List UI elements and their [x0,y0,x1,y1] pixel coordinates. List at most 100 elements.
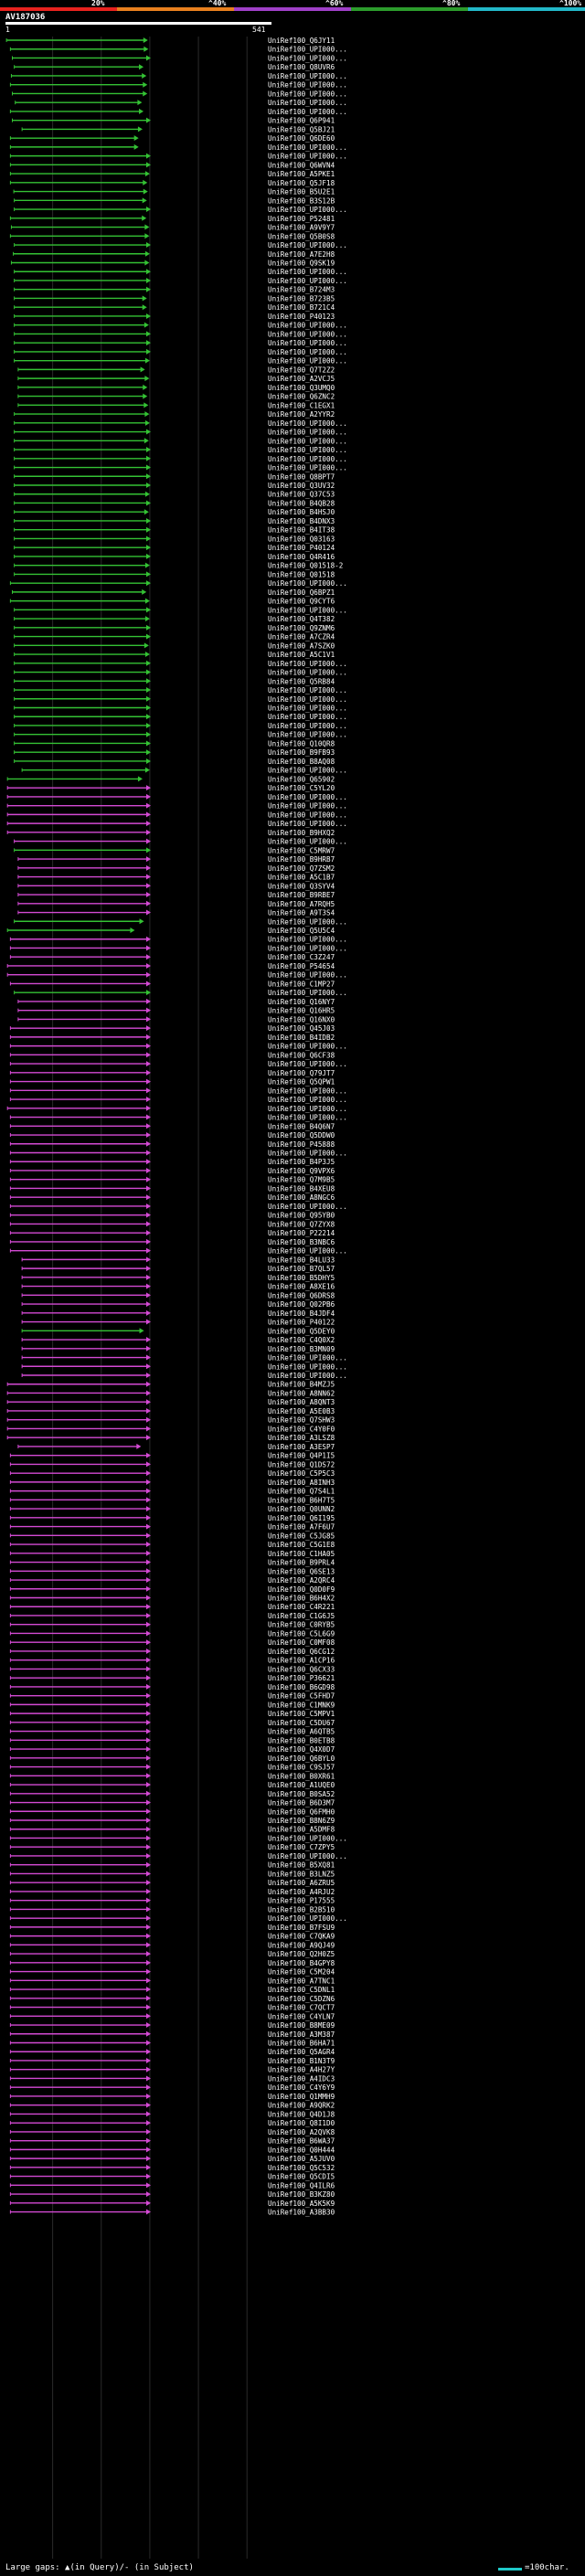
hit-label[interactable]: UniRef100_Q7S4L1 [268,1488,335,1496]
hit-label[interactable]: UniRef100_B9FB93 [268,748,335,757]
hit-label[interactable]: UniRef100_C3Z247 [268,953,335,961]
hit-label[interactable]: UniRef100_Q6CF38 [268,1051,335,1059]
hit-label[interactable]: UniRef100_UPI000... [268,339,347,347]
hit-label[interactable]: UniRef100_Q03163 [268,535,335,543]
hit-label[interactable]: UniRef100_UPI000... [268,971,347,980]
hit-label[interactable]: UniRef100_A9QRK2 [268,2102,335,2110]
hit-label[interactable]: UniRef100_A8XE16 [268,1283,335,1291]
hit-label[interactable]: UniRef100_C4R221 [268,1603,335,1611]
hit-label[interactable]: UniRef100_Q1DS72 [268,1460,335,1468]
hit-label[interactable]: UniRef100_Q1MMH9 [268,2093,335,2101]
hit-label[interactable]: UniRef100_Q4T382 [268,615,335,623]
hit-label[interactable]: UniRef100_Q6FMH0 [268,1807,335,1816]
hit-label[interactable]: UniRef100_A4IDC3 [268,2074,335,2083]
hit-label[interactable]: UniRef100_A7TNC1 [268,1977,335,1985]
hit-label[interactable]: UniRef100_UPI000... [268,722,347,730]
hit-label[interactable]: UniRef100_C5MPV1 [268,1710,335,1718]
hit-label[interactable]: UniRef100_B1N3T9 [268,2057,335,2065]
hit-label[interactable]: UniRef100_C4Q0X2 [268,1336,335,1344]
hit-label[interactable]: UniRef100_A3LSZ8 [268,1434,335,1442]
hit-label[interactable]: UniRef100_UPI000... [268,81,347,90]
hit-label[interactable]: UniRef100_Q5JF18 [268,179,335,187]
hit-label[interactable]: UniRef100_Q8I1D0 [268,2119,335,2127]
hit-label[interactable]: UniRef100_Q0D0F9 [268,1585,335,1594]
hit-label[interactable]: UniRef100_Q7ZSM2 [268,864,335,873]
hit-label[interactable]: UniRef100_B4Q6N7 [268,1122,335,1130]
hit-label[interactable]: UniRef100_UPI000... [268,1362,347,1371]
hit-label[interactable]: UniRef100_B4HSJ0 [268,508,335,516]
hit-label[interactable]: UniRef100_P17555 [268,1897,335,1905]
hit-label[interactable]: UniRef100_A9V9Y7 [268,224,335,232]
hit-label[interactable]: UniRef100_B3KZ80 [268,2190,335,2199]
hit-label[interactable]: UniRef100_B0ETB8 [268,1736,335,1744]
hit-label[interactable]: UniRef100_B3NBC6 [268,1238,335,1246]
hit-label[interactable]: UniRef100_UPI000... [268,936,347,944]
hit-label[interactable]: UniRef100_B4IDB2 [268,1034,335,1042]
hit-label[interactable]: UniRef100_Q6WVN4 [268,161,335,169]
hit-label[interactable]: UniRef100_UPI000... [268,1247,347,1256]
hit-label[interactable]: UniRef100_UPI000... [268,419,347,428]
hit-label[interactable]: UniRef100_C7ZPY5 [268,1843,335,1851]
hit-label[interactable]: UniRef100_C5DU67 [268,1719,335,1727]
hit-label[interactable]: UniRef100_UPI000... [268,1043,347,1051]
hit-label[interactable]: UniRef100_Q6P941 [268,117,335,125]
hit-label[interactable]: UniRef100_Q5BJ21 [268,125,335,133]
hit-label[interactable]: UniRef100_B7QL57 [268,1265,335,1273]
hit-label[interactable]: UniRef100_UPI000... [268,1096,347,1104]
hit-label[interactable]: UniRef100_Q4R416 [268,553,335,561]
hit-label[interactable]: UniRef100_A5C1V1 [268,651,335,659]
hit-label[interactable]: UniRef100_Q3UMQ0 [268,384,335,392]
hit-label[interactable]: UniRef100_Q6DE60 [268,134,335,143]
hit-label[interactable]: UniRef100_C5M204 [268,1968,335,1977]
hit-label[interactable]: UniRef100_B9HRB7 [268,855,335,864]
hit-label[interactable]: UniRef100_A9T3S4 [268,909,335,917]
hit-label[interactable]: UniRef100_Q7M9B5 [268,1176,335,1184]
hit-label[interactable]: UniRef100_UPI000... [268,767,347,775]
hit-label[interactable]: UniRef100_UPI000... [268,695,347,704]
hit-label[interactable]: UniRef100_Q3UV32 [268,482,335,490]
hit-label[interactable]: UniRef100_UPI000... [268,464,347,472]
hit-label[interactable]: UniRef100_Q8UVR6 [268,63,335,71]
hit-label[interactable]: UniRef100_B4MZJ5 [268,1381,335,1389]
hit-label[interactable]: UniRef100_A2QVK8 [268,2128,335,2136]
hit-label[interactable]: UniRef100_B4LU33 [268,1256,335,1264]
hit-label[interactable]: UniRef100_B4JDF4 [268,1309,335,1318]
hit-label[interactable]: UniRef100_UPI000... [268,606,347,614]
hit-label[interactable]: UniRef100_P40124 [268,544,335,552]
hit-label[interactable]: UniRef100_Q6BYL0 [268,1754,335,1763]
hit-label[interactable]: UniRef100_Q6BPZ1 [268,588,335,597]
hit-label[interactable]: UniRef100_B4GPY8 [268,1959,335,1967]
hit-label[interactable]: UniRef100_UPI000... [268,1354,347,1362]
hit-label[interactable]: UniRef100_C5P5C3 [268,1469,335,1478]
hit-label[interactable]: UniRef100_UPI000... [268,1150,347,1158]
hit-label[interactable]: UniRef100_UPI000... [268,357,347,366]
hit-label[interactable]: UniRef100_UPI000... [268,917,347,926]
hit-label[interactable]: UniRef100_C5MRW7 [268,846,335,854]
hit-label[interactable]: UniRef100_B6HA71 [268,2040,335,2048]
hit-label[interactable]: UniRef100_UPI000... [268,99,347,107]
hit-label[interactable]: UniRef100_Q6CG12 [268,1648,335,1656]
hit-label[interactable]: UniRef100_Q9ZNM6 [268,624,335,632]
hit-label[interactable]: UniRef100_A6ZRU5 [268,1879,335,1887]
hit-label[interactable]: UniRef100_C5DZN6 [268,1995,335,2003]
hit-label[interactable]: UniRef100_UPI000... [268,446,347,454]
hit-label[interactable]: UniRef100_B6WA37 [268,2137,335,2146]
hit-label[interactable]: UniRef100_B724M3 [268,286,335,294]
hit-label[interactable]: UniRef100_Q4ILR6 [268,2181,335,2189]
hit-label[interactable]: UniRef100_A5E0B3 [268,1407,335,1415]
hit-label[interactable]: UniRef100_A5K5K9 [268,2200,335,2208]
hit-label[interactable]: UniRef100_UPI000... [268,206,347,214]
hit-label[interactable]: UniRef100_Q5DDW0 [268,1131,335,1140]
hit-label[interactable]: UniRef100_Q9CYT6 [268,598,335,606]
hit-label[interactable]: UniRef100_A2YYR2 [268,410,335,419]
hit-label[interactable]: UniRef100_Q4P1I5 [268,1452,335,1460]
hit-label[interactable]: UniRef100_UPI000... [268,46,347,54]
hit-label[interactable]: UniRef100_Q5QPW1 [268,1078,335,1087]
hit-label[interactable]: UniRef100_A5JUV0 [268,2155,335,2163]
hit-label[interactable]: UniRef100_UPI000... [268,1852,347,1860]
hit-label[interactable]: UniRef100_Q5B0S8 [268,232,335,240]
hit-label[interactable]: UniRef100_UPI000... [268,660,347,668]
hit-label[interactable]: UniRef100_B9PRL4 [268,1559,335,1567]
hit-label[interactable]: UniRef100_UPI000... [268,268,347,276]
hit-label[interactable]: UniRef100_UPI000... [268,1114,347,1122]
